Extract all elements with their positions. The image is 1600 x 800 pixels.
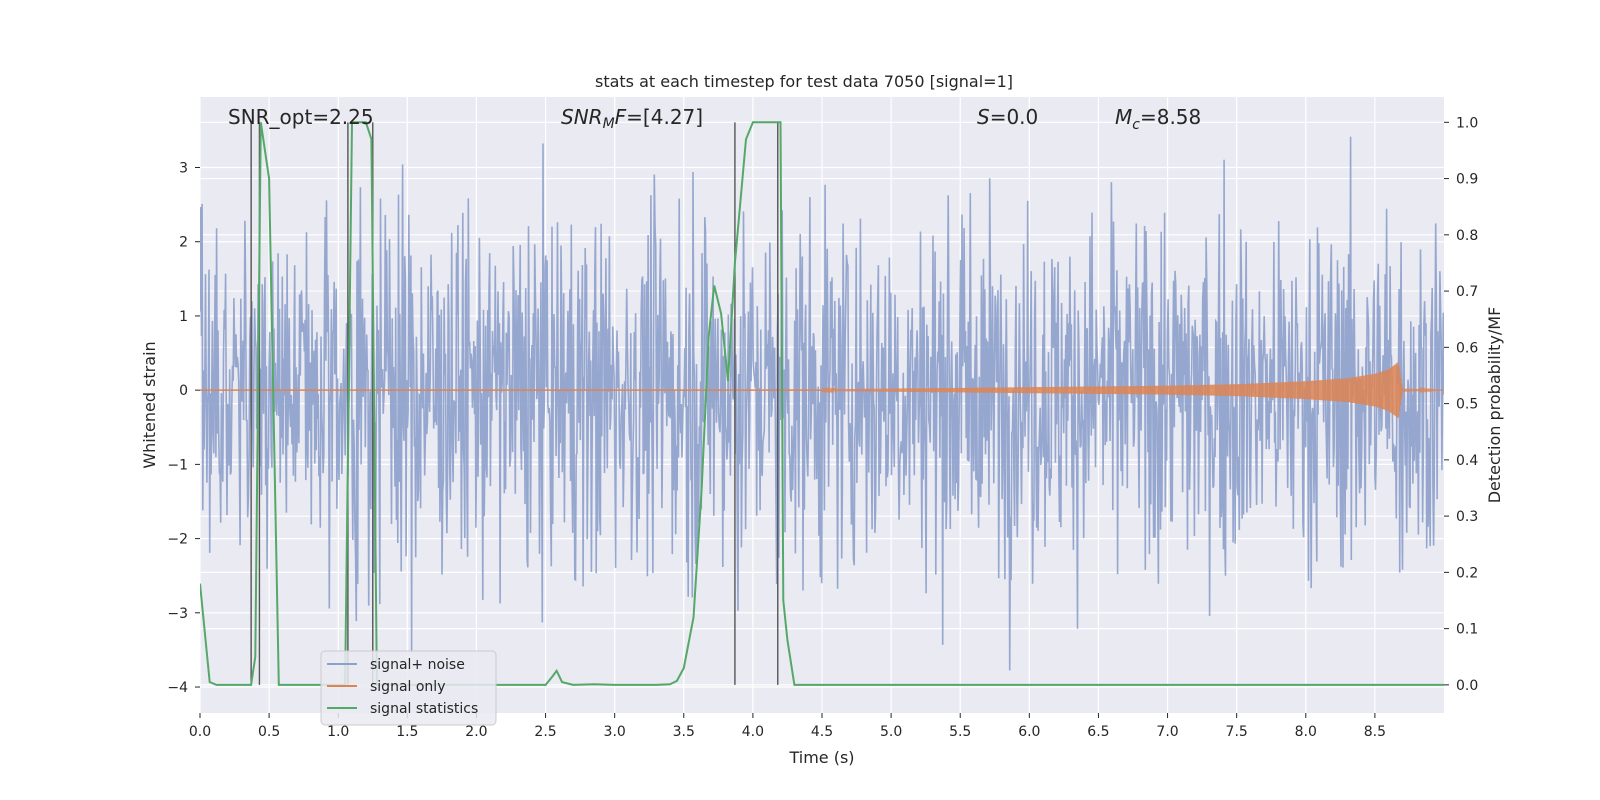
y2-tick-label-1: 0.9 <box>1456 172 1478 188</box>
x-tick-label-2: 1.0 <box>327 724 349 740</box>
y-tick-label-5: −2 <box>167 532 188 548</box>
statistics-trace <box>200 121 1444 686</box>
annotation-snr-mf: SNRMF=[4.27] <box>561 105 703 132</box>
x-tick-label-5: 2.5 <box>534 724 556 740</box>
y2-tick-label-5: 0.5 <box>1456 397 1478 413</box>
y2-tick-label-6: 0.4 <box>1456 453 1478 469</box>
y2-tick-label-9: 0.1 <box>1456 622 1478 638</box>
x-tick-label-16: 8.0 <box>1295 724 1317 740</box>
annotation-s: S=0.0 <box>977 105 1038 129</box>
annotation-snr-opt: SNR_opt=2.25 <box>228 105 374 129</box>
x-tick-label-12: 6.0 <box>1018 724 1040 740</box>
y2-tick-label-0: 1.0 <box>1456 115 1478 131</box>
annotation-s-value: =0.0 <box>990 105 1039 129</box>
x-tick-label-10: 5.0 <box>880 724 902 740</box>
series-signal-only <box>200 362 1444 418</box>
legend-label-signal-statistics: signal statistics <box>370 701 478 717</box>
x-tick-label-11: 5.5 <box>949 724 971 740</box>
y-tick-label-6: −3 <box>167 606 188 622</box>
x-tick-label-0: 0.0 <box>189 724 211 740</box>
x-tick-label-8: 4.0 <box>742 724 764 740</box>
x-tick-label-1: 0.5 <box>258 724 280 740</box>
annotation-mc-value: =8.58 <box>1140 105 1201 129</box>
x-tick-label-4: 2.0 <box>465 724 487 740</box>
x-axis-label: Time (s) <box>788 748 854 767</box>
y2-tick-label-4: 0.6 <box>1456 340 1478 356</box>
y-tick-label-3: 0 <box>179 383 188 399</box>
legend-label-signal-noise: signal+ noise <box>370 657 465 673</box>
y2-tick-label-2: 0.8 <box>1456 228 1478 244</box>
x-tick-label-7: 3.5 <box>673 724 695 740</box>
y-tick-label-4: −1 <box>167 457 188 473</box>
signal-chirp-trace <box>821 362 1444 418</box>
y-tick-label-2: 1 <box>179 309 188 325</box>
annotation-mc: Mc=8.58 <box>1115 105 1201 133</box>
series-signal-noise <box>200 136 1444 671</box>
y2-tick-label-3: 0.7 <box>1456 284 1478 300</box>
y2-tick-label-10: 0.0 <box>1456 678 1478 694</box>
legend-label-signal-only: signal only <box>370 679 445 695</box>
y-axis-label: Whitened strain <box>140 341 159 468</box>
x-tick-label-15: 7.5 <box>1226 724 1248 740</box>
x-tick-label-9: 4.5 <box>811 724 833 740</box>
annotation-snr-mf-value: =[4.27] <box>626 105 703 129</box>
y2-tick-label-8: 0.2 <box>1456 565 1478 581</box>
legend: signal+ noise signal only signal statist… <box>320 650 497 726</box>
x-tick-label-17: 8.5 <box>1364 724 1386 740</box>
legend-box <box>320 650 497 726</box>
y2-axis-label: Detection probability/MF <box>1485 307 1504 504</box>
chart-title: stats at each timestep for test data 705… <box>595 72 1013 91</box>
y-tick-label-7: −4 <box>167 680 188 696</box>
x-tick-label-6: 3.0 <box>604 724 626 740</box>
y-axis-ticks: 3 2 1 0 −1 −2 −3 −4 <box>167 161 200 696</box>
x-tick-label-14: 7.0 <box>1156 724 1178 740</box>
y-tick-label-1: 2 <box>179 235 188 251</box>
noise-trace <box>200 136 1444 671</box>
x-tick-label-13: 6.5 <box>1087 724 1109 740</box>
y-tick-label-0: 3 <box>179 161 188 177</box>
y2-tick-label-7: 0.3 <box>1456 509 1478 525</box>
x-tick-label-3: 1.5 <box>396 724 418 740</box>
series-signal-statistics <box>200 121 1444 686</box>
y2-axis-ticks: 1.0 0.9 0.8 0.7 0.6 0.5 0.4 0.3 0.2 0.1 0.0 <box>1444 115 1478 694</box>
x-axis-ticks: 0.0 0.5 1.0 1.5 2.0 2.5 3.0 3.5 4.0 4.5 5.0 5.5 6.0 6… <box>189 713 1386 740</box>
